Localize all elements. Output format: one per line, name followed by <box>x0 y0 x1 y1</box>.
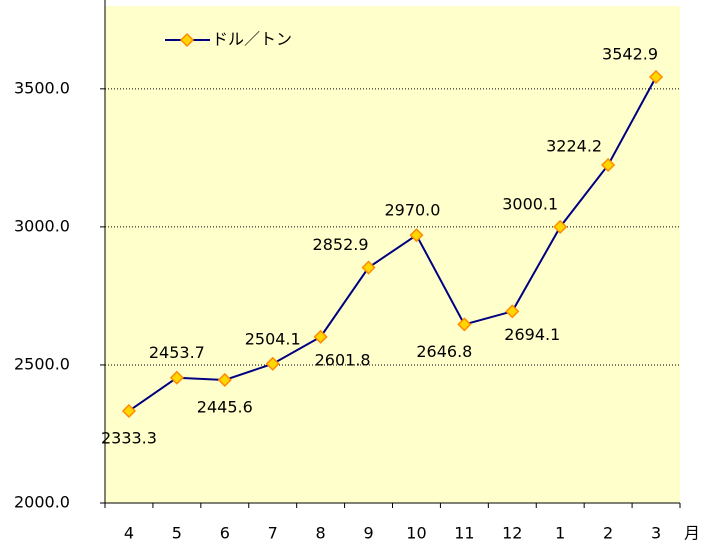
marker <box>553 219 568 234</box>
x-tick-label: 4 <box>124 524 134 543</box>
data-label: 2453.7 <box>149 343 205 362</box>
marker <box>313 329 328 344</box>
data-label: 3224.2 <box>546 136 602 155</box>
marker <box>121 403 137 419</box>
data-label: 2333.3 <box>101 428 157 447</box>
data-label: 2504.1 <box>245 329 301 348</box>
x-tick-label: 9 <box>363 524 373 543</box>
y-tick-label: 2500.0 <box>14 354 70 373</box>
marker <box>505 304 520 319</box>
data-label: 2852.9 <box>313 235 369 254</box>
data-label: 2646.8 <box>416 342 472 361</box>
x-tick-label: 6 <box>220 524 230 543</box>
x-tick-label: 1 <box>555 524 565 543</box>
data-label: 3542.9 <box>602 44 658 63</box>
marker <box>361 260 376 275</box>
legend-marker <box>179 32 195 48</box>
data-label: 2445.6 <box>197 397 253 416</box>
marker <box>169 370 184 385</box>
x-tick-label: 12 <box>502 524 522 543</box>
x-tick-label: 5 <box>172 524 182 543</box>
y-tick-label: 3500.0 <box>14 78 70 97</box>
y-tick-label: 3000.0 <box>14 216 70 235</box>
x-axis-label: 月 <box>684 524 700 543</box>
data-label: 2601.8 <box>315 350 371 369</box>
marker <box>457 317 472 332</box>
x-tick-label: 7 <box>268 524 278 543</box>
marker <box>601 157 616 173</box>
x-tick-label: 8 <box>316 524 326 543</box>
x-tick-label: 10 <box>406 524 426 543</box>
marker <box>265 356 280 371</box>
marker <box>217 372 232 388</box>
marker <box>409 228 424 243</box>
data-label: 3000.1 <box>502 194 558 213</box>
data-label: 2694.1 <box>504 325 560 344</box>
plot-area <box>105 6 680 503</box>
series-line <box>128 76 657 412</box>
legend-label: ドル／トン <box>212 30 292 49</box>
marker <box>648 69 664 85</box>
data-label: 2970.0 <box>384 201 440 220</box>
x-tick-label: 3 <box>651 524 661 543</box>
y-tick-label: 2000.0 <box>14 493 70 512</box>
x-tick-label: 11 <box>454 524 474 543</box>
x-tick-label: 2 <box>603 524 613 543</box>
